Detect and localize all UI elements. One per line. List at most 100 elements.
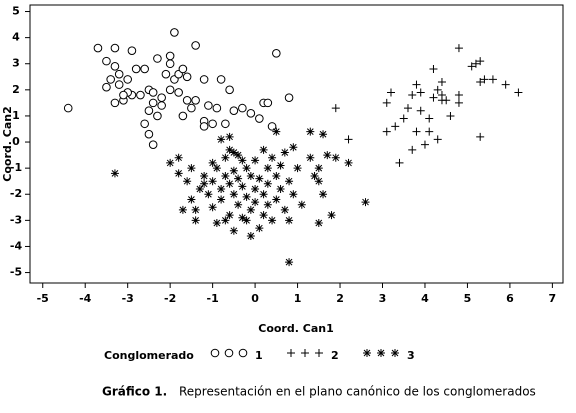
y-tick-label: -1: [10, 161, 22, 174]
point: [289, 190, 298, 199]
x-tick-label: 4: [421, 292, 429, 305]
point: [157, 101, 166, 110]
point: [293, 164, 302, 173]
point: [161, 69, 171, 79]
legend-marker: [238, 348, 248, 358]
point: [212, 164, 221, 173]
legend-label: 2: [331, 349, 339, 362]
point: [165, 59, 175, 69]
point: [285, 177, 294, 186]
point: [242, 164, 251, 173]
point: [255, 114, 264, 123]
point: [191, 41, 200, 50]
point: [319, 130, 328, 139]
point: [433, 135, 442, 144]
point: [208, 119, 217, 129]
point: [285, 258, 294, 267]
point: [229, 190, 238, 199]
point: [102, 82, 111, 92]
point: [187, 164, 196, 173]
point: [225, 132, 234, 141]
y-tick-label: 3: [12, 57, 20, 70]
y-tick-label: -2: [10, 187, 22, 200]
point: [259, 145, 268, 154]
point: [208, 203, 217, 212]
y-tick-label: 1: [12, 109, 20, 122]
x-tick-label: -4: [79, 292, 92, 305]
point: [187, 195, 196, 204]
y-tick-label: 0: [12, 135, 20, 148]
point: [234, 151, 243, 160]
point: [251, 156, 260, 165]
point: [331, 153, 340, 162]
point: [221, 153, 230, 162]
point: [114, 80, 124, 89]
point: [412, 80, 421, 89]
point: [191, 216, 200, 225]
x-tick-label: 7: [549, 292, 557, 305]
point: [131, 64, 141, 74]
point: [174, 153, 183, 162]
y-tick-label: -5: [10, 266, 22, 279]
point: [148, 88, 158, 97]
point: [280, 148, 289, 157]
point: [425, 114, 434, 123]
y-tick-label: 4: [12, 31, 20, 44]
caption-text: Representación en el plano canónico de l…: [179, 385, 536, 399]
point: [221, 119, 230, 129]
caption-label: Gráfico 1.: [102, 385, 167, 399]
point: [106, 75, 115, 84]
point: [216, 75, 226, 84]
point: [140, 64, 149, 74]
point: [323, 151, 332, 160]
point: [331, 104, 340, 113]
point: [268, 216, 277, 225]
point: [429, 93, 438, 102]
point: [225, 211, 234, 220]
point: [276, 185, 285, 194]
point: [182, 95, 192, 105]
point: [153, 54, 162, 63]
point: [471, 59, 480, 68]
point: [217, 195, 226, 204]
point: [238, 213, 247, 222]
point: [174, 88, 183, 97]
legend-marker: [287, 349, 295, 357]
legend-marker: [301, 349, 309, 357]
point: [102, 56, 111, 66]
point: [148, 98, 158, 108]
point: [391, 122, 400, 131]
point: [217, 135, 226, 144]
point: [425, 127, 434, 136]
point: [191, 205, 200, 214]
point: [467, 62, 476, 71]
point: [420, 140, 429, 149]
legend-marker: [377, 349, 385, 357]
point: [238, 182, 247, 191]
point: [476, 132, 485, 141]
point: [144, 106, 154, 116]
x-tick-label: 0: [251, 292, 259, 305]
point: [238, 156, 247, 165]
point: [199, 75, 209, 84]
point: [242, 216, 251, 225]
point: [272, 127, 281, 136]
y-tick-label: -3: [10, 213, 22, 226]
point: [195, 185, 204, 194]
point: [157, 93, 166, 102]
point: [263, 164, 272, 173]
point: [416, 88, 425, 97]
x-tick-label: -3: [122, 292, 134, 305]
point: [153, 111, 162, 121]
y-tick-label: -4: [10, 239, 23, 252]
point: [246, 232, 255, 241]
legend-marker: [210, 348, 220, 358]
point: [229, 166, 238, 175]
point: [234, 200, 243, 209]
point: [234, 174, 243, 183]
point: [178, 64, 188, 74]
point: [429, 64, 438, 73]
point: [501, 80, 510, 89]
legend-marker: [315, 349, 323, 357]
point: [399, 114, 408, 123]
